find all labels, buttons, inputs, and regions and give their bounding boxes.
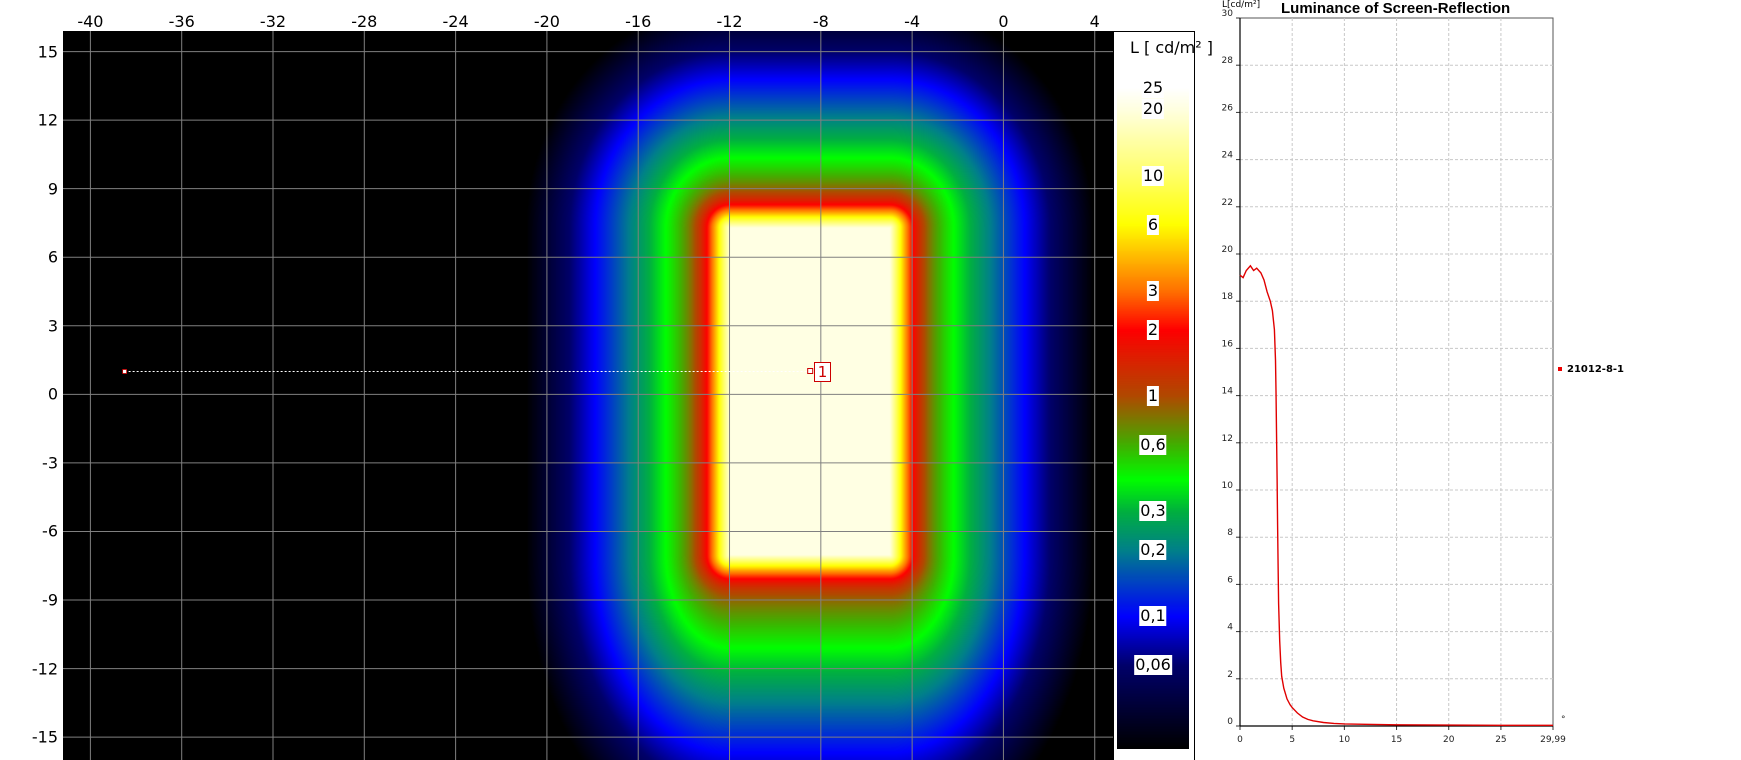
profile-end-handle[interactable] bbox=[807, 368, 814, 375]
y-tick-label: 12 bbox=[1222, 434, 1233, 444]
x-tick-label: -20 bbox=[533, 12, 560, 31]
x-tick-label: 10 bbox=[1339, 735, 1351, 745]
x-tick-label: 20 bbox=[1443, 735, 1455, 745]
y-tick-label: -9 bbox=[42, 590, 58, 610]
colorbar-label: 0,2 bbox=[1139, 540, 1167, 561]
x-tick-label: 29,99 bbox=[1540, 735, 1566, 745]
series-line bbox=[1239, 264, 1553, 726]
y-tick-label: 14 bbox=[1222, 387, 1234, 397]
x-axis-unit: ° bbox=[1561, 715, 1566, 725]
y-tick-label: -6 bbox=[42, 521, 58, 541]
y-tick-label: 9 bbox=[47, 179, 58, 199]
colorbar-label: 1 bbox=[1146, 386, 1160, 406]
y-tick-label: 2 bbox=[1227, 670, 1233, 680]
x-tick-label: -8 bbox=[812, 12, 829, 31]
colorbar-label: 0,06 bbox=[1134, 655, 1172, 676]
x-tick-label: 25 bbox=[1495, 735, 1506, 745]
colorbar-label: 20 bbox=[1141, 99, 1165, 120]
y-tick-label: 6 bbox=[1227, 575, 1233, 585]
y-tick-label: 8 bbox=[1227, 528, 1233, 538]
colorbar-gradient bbox=[1117, 88, 1189, 749]
x-tick-label: 0 bbox=[1237, 735, 1243, 745]
x-tick-label: 0 bbox=[998, 12, 1009, 31]
x-tick-label: -32 bbox=[259, 12, 287, 31]
colorbar-title: L [ cd/m² ] bbox=[1130, 38, 1213, 57]
y-axis-label: L[cd/m²] bbox=[1222, 0, 1261, 10]
x-tick-label: -40 bbox=[77, 12, 104, 31]
y-tick-label: 0 bbox=[1227, 717, 1233, 727]
colorbar-label: 0,1 bbox=[1139, 606, 1167, 627]
x-tick-label: -36 bbox=[168, 12, 195, 31]
x-tick-label: 5 bbox=[1289, 735, 1295, 745]
colorbar-label: 10 bbox=[1141, 165, 1165, 186]
colorbar-label: 2 bbox=[1146, 319, 1160, 340]
y-tick-label: 4 bbox=[1227, 623, 1233, 633]
y-tick-label: 26 bbox=[1222, 103, 1234, 113]
y-tick-label: 15 bbox=[37, 42, 58, 62]
y-tick-label: 6 bbox=[47, 247, 58, 267]
x-tick-label: 4 bbox=[1089, 12, 1100, 31]
profile-marker-label[interactable]: 1 bbox=[813, 361, 832, 382]
y-tick-label: 3 bbox=[47, 316, 58, 336]
y-tick-label: 0 bbox=[47, 384, 58, 404]
colorbar-label: 25 bbox=[1141, 78, 1165, 98]
x-tick-label: -28 bbox=[351, 12, 378, 31]
colorbar-label: 3 bbox=[1146, 280, 1160, 301]
heatmap-canvas bbox=[63, 31, 1113, 760]
colorbar-label: 6 bbox=[1146, 214, 1160, 235]
y-tick-label: 12 bbox=[37, 110, 58, 130]
legend-item[interactable]: 21012-8-1 bbox=[1558, 364, 1624, 375]
profile-start-handle[interactable] bbox=[122, 369, 128, 374]
y-tick-label: 10 bbox=[1222, 481, 1234, 491]
colorbar-label: 0,6 bbox=[1139, 434, 1167, 455]
y-tick-label: 24 bbox=[1222, 151, 1234, 161]
x-tick-label: -24 bbox=[442, 12, 469, 31]
heatmap-overlay bbox=[63, 31, 1113, 760]
y-tick-label: 28 bbox=[1222, 56, 1234, 66]
chart-title: Luminance of Screen-Reflection bbox=[1281, 0, 1511, 17]
x-tick-label: -12 bbox=[716, 12, 743, 31]
y-tick-label: -15 bbox=[31, 727, 58, 747]
legend-label: 21012-8-1 bbox=[1567, 364, 1625, 375]
y-tick-label: -3 bbox=[42, 453, 58, 473]
y-tick-label: 20 bbox=[1222, 245, 1234, 255]
y-tick-label: 18 bbox=[1222, 292, 1234, 302]
y-tick-label: 16 bbox=[1222, 339, 1234, 349]
x-tick-label: -4 bbox=[904, 12, 921, 31]
y-tick-label: 30 bbox=[1222, 9, 1234, 19]
legend-swatch bbox=[1558, 367, 1562, 371]
x-tick-label: -16 bbox=[625, 12, 652, 31]
y-tick-label: -12 bbox=[31, 659, 58, 679]
x-tick-label: 15 bbox=[1391, 735, 1402, 745]
y-tick-label: 22 bbox=[1222, 198, 1233, 208]
colorbar-label: 0,3 bbox=[1139, 501, 1167, 522]
